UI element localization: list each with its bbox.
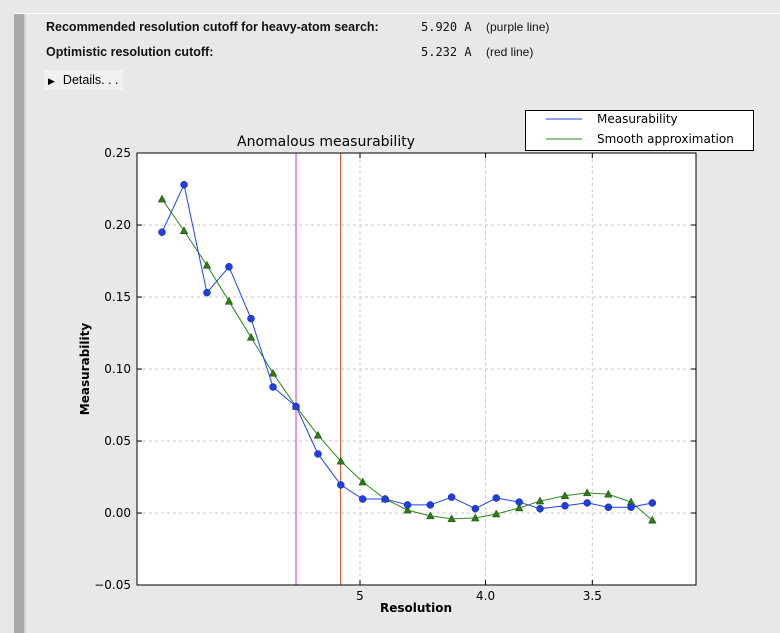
measurability-point (536, 504, 544, 513)
recommended-value: 5.920 A (421, 20, 472, 34)
smooth-point (648, 515, 657, 524)
smooth-point (514, 503, 524, 512)
smooth-point (403, 505, 412, 514)
details-disclosure[interactable]: ▶ Details. . . (44, 70, 123, 90)
optimistic-value: 5.232 A (421, 45, 472, 59)
measurability-point (180, 180, 188, 189)
smooth-point (313, 430, 323, 439)
measurability-point (561, 502, 569, 510)
smooth-point (224, 296, 234, 305)
smooth-point (179, 226, 189, 235)
optimistic-row: Optimistic resolution cutoff: 5.232 A (r… (0, 45, 780, 63)
measurability-point (247, 314, 255, 323)
smooth-point (246, 332, 256, 341)
measurability-point (292, 402, 300, 411)
measurability-point (358, 495, 367, 503)
legend-label-measurability: Measurability (597, 112, 678, 126)
recommended-row: Recommended resolution cutoff for heavy-… (0, 20, 780, 38)
left-scrollbar[interactable] (14, 14, 26, 633)
x-tick-label: 4.0 (476, 589, 495, 603)
optimistic-note: (red line) (486, 45, 534, 59)
legend-label-smooth: Smooth approximation (597, 132, 734, 146)
measurability-point (269, 383, 277, 391)
measurability-point (583, 499, 591, 507)
smooth-point (492, 509, 501, 518)
details-label: Details. . . (62, 73, 119, 87)
y-tick-label: 0.15 (104, 290, 131, 304)
smooth-point (426, 511, 435, 520)
y-tick-label: 0.00 (104, 506, 131, 520)
measurability-point (381, 495, 389, 503)
disclosure-triangle-icon: ▶ (48, 76, 55, 86)
smooth-point (535, 496, 545, 505)
measurability-point (471, 504, 480, 513)
y-tick-label: −0.05 (94, 578, 131, 592)
x-tick-label: 3.5 (583, 589, 602, 603)
measurability-point (648, 499, 657, 507)
measurability-point (225, 263, 233, 271)
smooth-point (582, 488, 592, 497)
y-axis-label: Measurability (78, 323, 92, 416)
legend: Measurability Smooth approximation (525, 110, 754, 151)
measurability-point (627, 503, 635, 511)
measurability-point (426, 501, 435, 509)
smooth-point (604, 489, 613, 498)
smooth-point (560, 491, 570, 499)
smooth-point (157, 194, 167, 203)
x-axis-label: Resolution (380, 601, 452, 615)
optimistic-label: Optimistic resolution cutoff: (46, 45, 214, 59)
legend-box (525, 110, 754, 151)
measurability-point (403, 501, 412, 509)
measurability-point (203, 288, 211, 297)
y-tick-label: 0.10 (104, 362, 131, 376)
measurability-point (314, 450, 322, 458)
measurability-point (447, 493, 456, 501)
y-tick-label: 0.20 (104, 218, 131, 232)
top-divider (14, 13, 780, 14)
smooth-point (268, 368, 278, 377)
smooth-point (471, 513, 480, 522)
measurability-point (515, 498, 523, 506)
measurability-point (337, 481, 345, 489)
recommended-note: (purple line) (486, 20, 550, 34)
smooth-point (358, 477, 367, 486)
recommended-label: Recommended resolution cutoff for heavy-… (46, 20, 379, 34)
x-tick-label: 5 (356, 589, 364, 603)
smooth-point (336, 456, 346, 465)
y-tick-label: 0.25 (104, 146, 131, 160)
y-tick-label: 0.05 (104, 434, 131, 448)
measurability-point (492, 494, 501, 502)
chart-title: Anomalous measurability (237, 134, 415, 150)
smooth-point (202, 260, 212, 269)
plot-area (137, 153, 696, 585)
measurability-point (158, 228, 166, 236)
smooth-point (447, 514, 456, 523)
measurability-point (604, 503, 613, 511)
